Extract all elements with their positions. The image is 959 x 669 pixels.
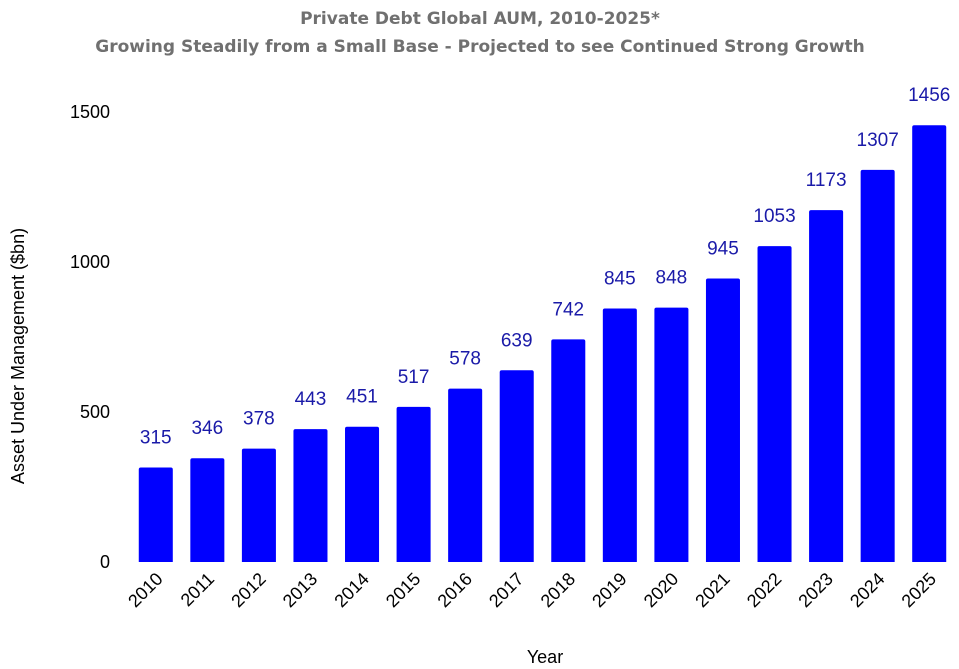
x-tick-label-2010: 2010 <box>124 569 166 611</box>
x-tick-label-2019: 2019 <box>588 569 630 611</box>
value-label-2025: 1456 <box>908 85 950 106</box>
x-tick-label-2013: 2013 <box>279 569 321 611</box>
bar-2017 <box>499 370 534 562</box>
x-tick-label-2015: 2015 <box>382 569 424 611</box>
bar-2014 <box>345 426 380 562</box>
bar-2016 <box>448 388 483 562</box>
value-label-2017: 639 <box>501 330 533 351</box>
bar-2015 <box>396 406 431 562</box>
x-tick-label-2021: 2021 <box>691 569 733 611</box>
value-label-2013: 443 <box>295 389 327 410</box>
y-axis-ticks: 0 500 1000 1500 <box>70 102 110 572</box>
value-label-2022: 1053 <box>753 206 795 227</box>
x-tick-label-2014: 2014 <box>330 569 372 611</box>
value-labels: 315 346 378 443 451 517 578 639 742 845 848 945 1053… <box>140 85 950 448</box>
x-tick-label-2022: 2022 <box>743 569 785 611</box>
value-label-2019: 845 <box>604 269 636 290</box>
bar-2021 <box>705 278 740 562</box>
value-label-2014: 451 <box>346 387 378 408</box>
value-label-2020: 848 <box>656 268 688 289</box>
value-label-2016: 578 <box>449 349 481 370</box>
y-tick-label: 500 <box>80 402 110 422</box>
value-label-2010: 315 <box>140 428 172 449</box>
bar-2025 <box>912 125 947 562</box>
bars <box>138 125 947 562</box>
bar-2010 <box>138 467 173 562</box>
value-label-2021: 945 <box>707 239 739 260</box>
y-tick-label: 1500 <box>70 102 110 122</box>
x-tick-label-2011: 2011 <box>177 569 219 611</box>
bar-2023 <box>809 210 844 562</box>
bar-2011 <box>190 458 225 562</box>
bar-2012 <box>241 448 276 562</box>
bar-2018 <box>551 339 586 562</box>
x-tick-label-2024: 2024 <box>846 569 888 611</box>
x-tick-label-2012: 2012 <box>227 569 269 611</box>
y-tick-label: 1000 <box>70 252 110 272</box>
y-tick-label: 0 <box>100 552 110 572</box>
y-axis-label: Asset Under Management ($bn) <box>8 228 28 484</box>
x-tick-label-2016: 2016 <box>434 569 476 611</box>
x-axis-label: Year <box>527 647 563 667</box>
x-tick-label-2025: 2025 <box>898 569 940 611</box>
x-tick-label-2018: 2018 <box>537 569 579 611</box>
x-tick-label-2017: 2017 <box>485 569 527 611</box>
value-label-2012: 378 <box>243 409 275 430</box>
x-tick-label-2020: 2020 <box>640 569 682 611</box>
value-label-2018: 742 <box>552 299 584 320</box>
value-label-2024: 1307 <box>857 130 899 151</box>
bar-2020 <box>654 307 689 562</box>
bar-2019 <box>602 308 637 562</box>
bar-2022 <box>757 246 792 562</box>
value-label-2011: 346 <box>191 418 223 439</box>
chart-subtitle: Growing Steadily from a Small Base - Pro… <box>95 37 865 57</box>
bar-2024 <box>860 169 895 562</box>
chart-title: Private Debt Global AUM, 2010-2025* <box>300 9 660 29</box>
bar-2013 <box>293 429 328 562</box>
x-tick-label-2023: 2023 <box>794 569 836 611</box>
value-label-2015: 517 <box>398 367 430 388</box>
value-label-2023: 1173 <box>806 170 847 191</box>
x-axis-ticks: 2010 2011 2012 2013 2014 2015 2016 2017 2018 2019… <box>124 569 940 611</box>
